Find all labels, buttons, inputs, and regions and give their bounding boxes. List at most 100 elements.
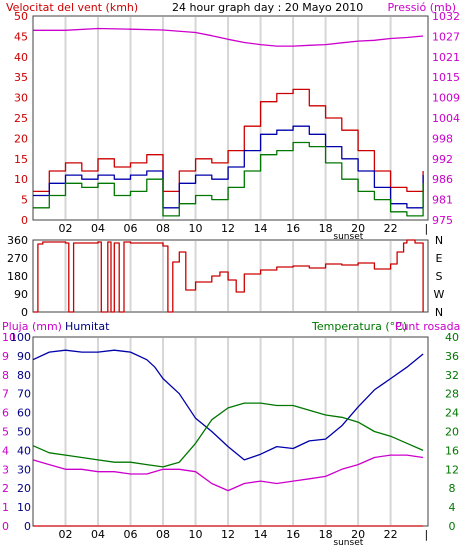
pressure-tick: 1021 <box>432 51 460 64</box>
x-tick-label: 22 <box>384 528 398 541</box>
x-tick-label: 08 <box>156 528 170 541</box>
x-tick-label: 20 <box>351 528 365 541</box>
wind-speed-tick: 25 <box>14 112 28 125</box>
humidity-tick: 20 <box>17 482 31 495</box>
humidity-tick: 30 <box>17 463 31 476</box>
rain-tick: 2 <box>2 482 9 495</box>
x-tick-label: 14 <box>254 222 268 235</box>
compass-tick: E <box>436 252 443 265</box>
rain-tick: 6 <box>2 407 9 420</box>
x-tick-label: 22 <box>384 222 398 235</box>
wind-speed-tick: 0 <box>21 214 28 227</box>
wind-speed-tick: 20 <box>14 132 28 145</box>
dewpoint-title: Punt rosada <box>395 320 460 333</box>
x-tick-label: 20 <box>351 222 365 235</box>
pressure-tick: 998 <box>432 132 453 145</box>
rain-tick: 1 <box>2 501 9 514</box>
wind-speed-title: Velocitat del vent (kmh) <box>6 1 138 14</box>
compass-tick: S <box>436 270 443 283</box>
wind-direction-line <box>33 239 424 313</box>
rain-title: Pluja (mm) <box>2 320 62 333</box>
compass-tick: W <box>434 288 445 301</box>
rain-tick: 0 <box>2 520 9 533</box>
wind-speed-tick: 10 <box>14 173 28 186</box>
pressure-title: Pressió (mb) <box>387 1 456 14</box>
wind-speed-tick: 5 <box>21 194 28 207</box>
x-tick-label: 12 <box>221 222 235 235</box>
wind-speed-tick: 15 <box>14 153 28 166</box>
x-tick-label: 02 <box>59 222 73 235</box>
temperature-line <box>32 402 424 468</box>
x-tick-label: 04 <box>91 222 105 235</box>
temperature-tick: 8 <box>449 482 456 495</box>
direction-panel-frame <box>32 239 429 313</box>
wind-series-line <box>33 88 424 193</box>
x-tick-label: 18 <box>319 222 333 235</box>
pressure-tick: 1032 <box>432 10 460 23</box>
temperature-tick: 4 <box>449 501 456 514</box>
x-tick-label: 06 <box>124 528 138 541</box>
temperature-tick: 36 <box>445 350 459 363</box>
rain-tick: 5 <box>2 426 9 439</box>
wind-panel-frame <box>32 15 429 221</box>
temperature-title: Temperatura (°C) <box>311 320 407 333</box>
sunset-label: sunset <box>333 232 363 242</box>
x-end-tick: | <box>425 222 429 235</box>
direction-tick: 270 <box>7 252 28 265</box>
direction-tick: 360 <box>7 234 28 247</box>
pressure-tick: 986 <box>432 173 453 186</box>
pressure-tick: 992 <box>432 153 453 166</box>
x-tick-label: 02 <box>59 528 73 541</box>
x-tick-label: 14 <box>254 528 268 541</box>
direction-tick: 90 <box>14 288 28 301</box>
temperature-tick: 40 <box>445 331 459 344</box>
temperature-tick: 16 <box>445 444 459 457</box>
x-tick-label: 10 <box>189 222 203 235</box>
pressure-line <box>33 27 424 47</box>
wind-speed-tick: 45 <box>14 30 28 43</box>
x-tick-label: 08 <box>156 222 170 235</box>
humidity-tick: 40 <box>17 444 31 457</box>
wind-series-line <box>33 125 424 209</box>
humidity-tick: 70 <box>17 388 31 401</box>
wind-speed-tick: 40 <box>14 51 28 64</box>
sunset-label: sunset <box>333 538 363 548</box>
graph-title: 24 hour graph day : 20 Mayo 2010 <box>172 1 363 14</box>
pressure-tick: 1009 <box>432 92 460 105</box>
temperature-tick: 0 <box>449 520 456 533</box>
direction-tick: 0 <box>21 306 28 319</box>
temperature-panel-frame <box>32 336 429 527</box>
pressure-tick: 981 <box>432 194 453 207</box>
rain-tick: 3 <box>2 463 9 476</box>
rain-tick: 9 <box>2 350 9 363</box>
x-tick-label: 16 <box>286 528 300 541</box>
wind-speed-tick: 30 <box>14 92 28 105</box>
x-tick-label: 18 <box>319 528 333 541</box>
pressure-tick: 1015 <box>432 71 460 84</box>
dewpoint-line <box>32 454 424 492</box>
humidity-tick: 60 <box>17 407 31 420</box>
direction-tick: 180 <box>7 270 28 283</box>
humidity-tick: 80 <box>17 369 31 382</box>
x-tick-label: 06 <box>124 222 138 235</box>
temperature-tick: 20 <box>445 426 459 439</box>
temperature-tick: 32 <box>445 369 459 382</box>
temperature-tick: 28 <box>445 388 459 401</box>
pressure-tick: 975 <box>432 214 453 227</box>
pressure-tick: 1004 <box>432 112 460 125</box>
humidity-title: Humitat <box>65 320 110 333</box>
humidity-tick: 50 <box>17 426 31 439</box>
temperature-tick: 12 <box>445 463 459 476</box>
x-tick-label: 04 <box>91 528 105 541</box>
rain-tick: 7 <box>2 388 9 401</box>
compass-tick: N <box>435 306 443 319</box>
wind-speed-tick: 50 <box>14 10 28 23</box>
wind-speed-tick: 35 <box>14 71 28 84</box>
humidity-tick: 0 <box>24 520 31 533</box>
humidity-tick: 90 <box>17 350 31 363</box>
x-tick-label: 12 <box>221 528 235 541</box>
rain-tick: 10 <box>2 331 16 344</box>
x-tick-label: 16 <box>286 222 300 235</box>
wind-series-line <box>33 141 424 217</box>
